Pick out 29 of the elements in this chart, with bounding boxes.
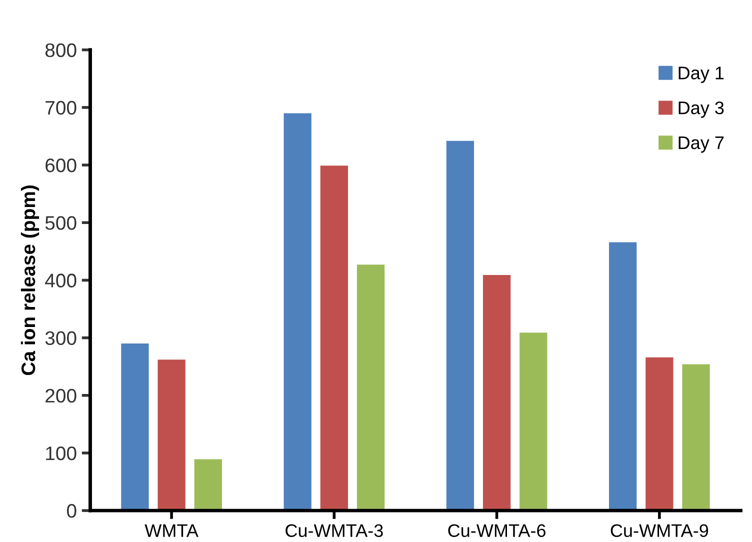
y-tick-label: 100 — [46, 446, 76, 460]
y-tick-label: 600 — [46, 158, 76, 172]
bar — [682, 364, 710, 511]
bar — [320, 166, 348, 511]
y-tick-label: 800 — [45, 43, 76, 58]
y-axis-title: Ca ion release (ppm) — [20, 186, 40, 376]
y-tick-label: 400 — [45, 274, 76, 288]
x-tick-label: Cu-WMTA-9 — [610, 524, 708, 538]
x-tick-label: Cu-WMTA-3 — [286, 524, 383, 538]
bar — [609, 242, 637, 511]
legend-label: Day 7 — [678, 136, 724, 153]
bar — [356, 264, 385, 511]
bar — [121, 344, 149, 511]
y-tick-label: 700 — [46, 100, 76, 115]
bar — [520, 332, 548, 511]
bar — [158, 360, 186, 511]
bar — [446, 140, 474, 511]
legend-label: Day 3 — [678, 101, 724, 118]
y-tick-label: 0 — [66, 504, 76, 518]
bar — [194, 459, 222, 511]
y-tick-label: 500 — [45, 216, 76, 230]
bar — [284, 113, 312, 511]
bar — [482, 275, 511, 511]
bar — [646, 357, 674, 511]
y-tick-label: 200 — [46, 388, 76, 403]
y-tick-label: 300 — [45, 331, 76, 346]
x-tick-label: Cu-WMTA-6 — [448, 524, 546, 538]
x-tick-label: WMTA — [144, 524, 198, 537]
legend-label: Day 1 — [678, 66, 724, 83]
